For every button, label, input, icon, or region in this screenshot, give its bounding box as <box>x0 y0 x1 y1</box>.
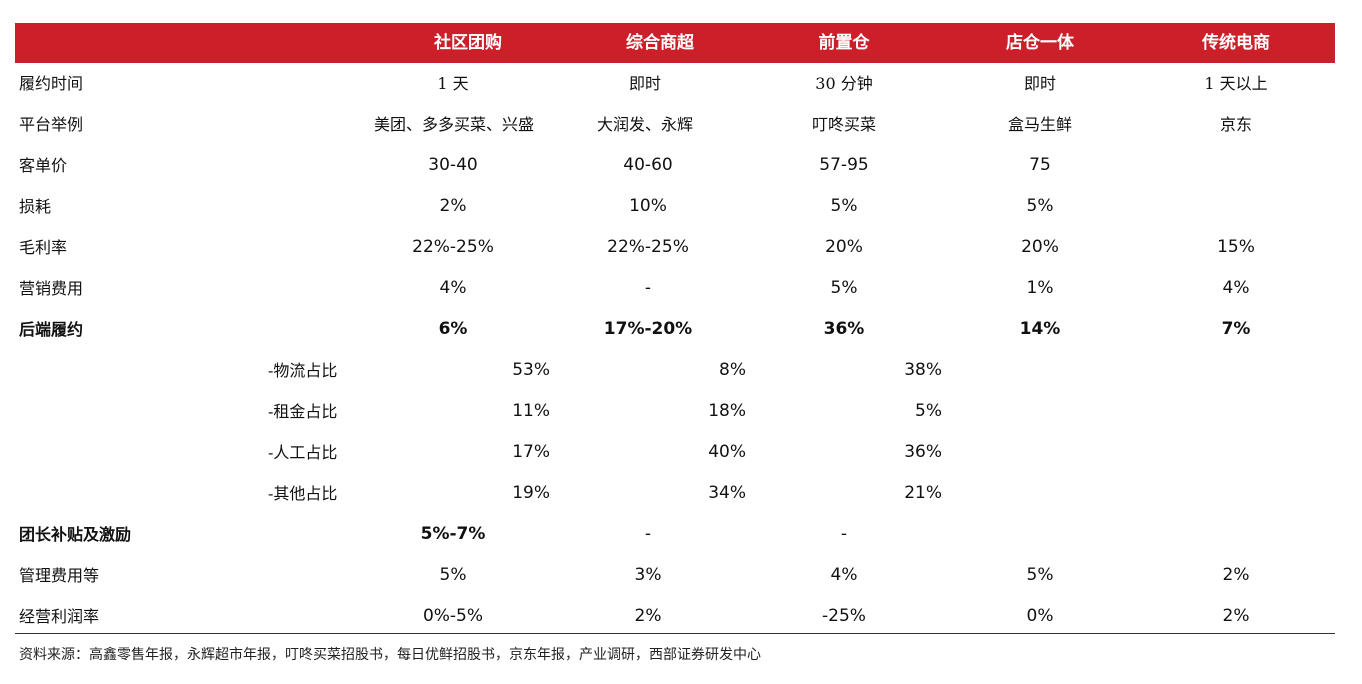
table-cell: 6% <box>438 319 468 339</box>
table-cell: 53% <box>512 360 550 380</box>
subrow-label: -租金占比 <box>268 402 338 421</box>
table-cell: 0% <box>1026 606 1054 626</box>
table-cell: 22%-25% <box>607 237 689 257</box>
table-cell: 2% <box>1222 606 1250 626</box>
table-cell: 21% <box>904 483 942 503</box>
source-note: 资料来源：高鑫零售年报，永辉超市年报，叮咚买菜招股书，每日优鲜招股书，京东年报，… <box>19 647 761 663</box>
table-cell: 京东 <box>1219 115 1252 134</box>
table-row: 营销费用 4% - 5% 1% 4% <box>0 268 1362 309</box>
header-traditional-ecommerce: 传统电商 <box>1202 33 1270 53</box>
table-cell: 19% <box>512 483 550 503</box>
table-bottom-rule <box>15 633 1335 634</box>
table-cell: 15% <box>1217 237 1255 257</box>
subrow-label: -人工占比 <box>268 443 338 462</box>
table-cell: 0%-5% <box>422 606 484 626</box>
table-cell <box>960 514 1120 555</box>
table-cell: 18% <box>708 401 746 421</box>
table-subrow: -租金占比 11% 18% 5% <box>0 391 1362 432</box>
table-cell: 11% <box>512 401 550 421</box>
table-cell <box>1156 186 1316 227</box>
table-cell: 34% <box>708 483 746 503</box>
row-label: 损耗 <box>19 197 52 216</box>
table-cell: 40% <box>708 442 746 462</box>
row-label: 履约时间 <box>19 74 84 93</box>
table-row: 平台举例 美团、多多买菜、兴盛 大润发、永辉 叮咚买菜 盒马生鲜 京东 <box>0 104 1362 145</box>
table-cell: 5% <box>830 278 858 298</box>
row-label: 团长补贴及激励 <box>19 525 132 544</box>
table-cell <box>1156 145 1316 186</box>
table-row: 经营利润率 0%-5% 2% -25% 0% 2% <box>0 596 1362 637</box>
table-cell: 22%-25% <box>412 237 494 257</box>
table-cell: 14% <box>1019 319 1061 339</box>
table-cell: 30-40 <box>428 155 478 175</box>
subrow-label: -物流占比 <box>268 361 338 380</box>
table-cell: 36% <box>904 442 942 462</box>
table-cell: 5% <box>439 565 467 585</box>
table-row: 管理费用等 5% 3% 4% 5% 2% <box>0 555 1362 596</box>
table-cell: 20% <box>1021 237 1059 257</box>
header-store-warehouse: 店仓一体 <box>1006 33 1074 53</box>
table-header: 社区团购 综合商超 前置仓 店仓一体 传统电商 <box>15 23 1335 63</box>
table-cell: 36% <box>823 319 865 339</box>
table-row: 损耗 2% 10% 5% 5% <box>0 186 1362 227</box>
table-cell <box>1156 514 1316 555</box>
table-subrow: -人工占比 17% 40% 36% <box>0 432 1362 473</box>
row-label: 客单价 <box>19 156 68 175</box>
table-row: 团长补贴及激励 5%-7% - - <box>0 514 1362 555</box>
table-cell: 17%-20% <box>603 319 693 339</box>
table-cell: 4% <box>830 565 858 585</box>
table-cell: 2% <box>1222 565 1250 585</box>
row-label: 平台举例 <box>19 115 84 134</box>
table-cell: 2% <box>439 196 467 216</box>
table-cell: 美团、多多买菜、兴盛 <box>373 115 534 134</box>
table-subrow: -其他占比 19% 34% 21% <box>0 473 1362 514</box>
table-cell: 叮咚买菜 <box>811 115 876 134</box>
table-subrow: -物流占比 53% 8% 38% <box>0 350 1362 391</box>
table-cell: 盒马生鲜 <box>1007 115 1072 134</box>
row-label: 后端履约 <box>19 320 84 339</box>
table-row: 客单价 30-40 40-60 57-95 75 <box>0 145 1362 186</box>
table-cell: 7% <box>1221 319 1251 339</box>
table-cell: 17% <box>512 442 550 462</box>
table-cell: 2% <box>634 606 662 626</box>
table-cell: 57-95 <box>819 155 869 175</box>
table-cell: 4% <box>439 278 467 298</box>
row-label: 毛利率 <box>19 238 68 257</box>
table-cell: 30 分钟 <box>815 74 873 93</box>
row-label: 管理费用等 <box>19 566 100 585</box>
row-label: 经营利润率 <box>19 607 100 626</box>
table-cell: 5% <box>1026 565 1054 585</box>
subrow-label: -其他占比 <box>268 484 338 503</box>
table-cell: - <box>840 524 848 544</box>
table-row: 毛利率 22%-25% 22%-25% 20% 20% 15% <box>0 227 1362 268</box>
table-cell: 8% <box>719 360 746 380</box>
table-cell: 5% <box>915 401 942 421</box>
table-row: 履约时间 1 天 即时 30 分钟 即时 1 天以上 <box>0 63 1362 104</box>
table-cell: 40-60 <box>623 155 673 175</box>
header-community-group-buying: 社区团购 <box>434 33 502 53</box>
table-cell: - <box>644 524 652 544</box>
table-cell: 20% <box>825 237 863 257</box>
table-cell: 1% <box>1026 278 1054 298</box>
table-cell: 5% <box>1026 196 1054 216</box>
header-supermarket: 综合商超 <box>626 33 694 53</box>
table-cell: 3% <box>634 565 662 585</box>
table-cell: 10% <box>629 196 667 216</box>
header-front-warehouse: 前置仓 <box>818 33 870 53</box>
table-cell: 38% <box>904 360 942 380</box>
table-cell: 5%-7% <box>420 524 486 544</box>
row-label: 营销费用 <box>19 279 84 298</box>
table-cell: 即时 <box>628 74 661 93</box>
table-cell: - <box>644 278 652 298</box>
table-row: 后端履约 6% 17%-20% 36% 14% 7% <box>0 309 1362 350</box>
table-cell: 1 天以上 <box>1204 74 1268 93</box>
table-cell: 大润发、永辉 <box>596 115 693 134</box>
table-cell: 5% <box>830 196 858 216</box>
table-cell: 4% <box>1222 278 1250 298</box>
table-cell: 75 <box>1029 155 1051 175</box>
table-cell: 即时 <box>1023 74 1056 93</box>
table-cell: 1 天 <box>437 74 469 93</box>
table-cell: -25% <box>822 606 866 626</box>
